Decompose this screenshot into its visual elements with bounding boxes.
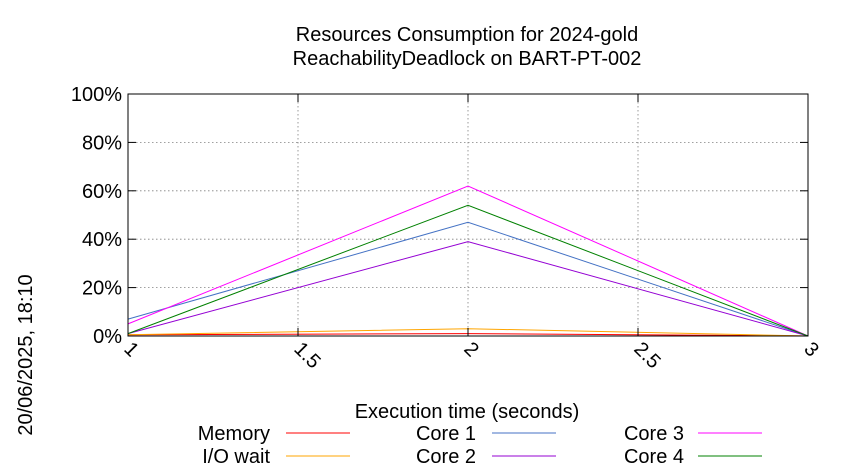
x-tick-label: 1 <box>119 338 142 361</box>
x-tick-label: 2 <box>459 338 482 361</box>
chart-title-line-1: Resources Consumption for 2024-gold <box>296 24 638 46</box>
y-tick-label: 60% <box>82 181 122 203</box>
legend-label-core-1: Core 1 <box>416 423 476 445</box>
y-tick-label: 40% <box>82 229 122 251</box>
chart-title-line-2: ReachabilityDeadlock on BART-PT-002 <box>293 48 642 70</box>
series-line-core-4 <box>127 204 809 337</box>
y-tick-label: 80% <box>82 132 122 154</box>
x-tick-label: 2.5 <box>629 338 664 373</box>
legend-label-i-o-wait: I/O wait <box>202 446 270 468</box>
series-line-core-3 <box>127 185 809 337</box>
timestamp: 20/06/2025, 18:10 <box>15 274 37 435</box>
grid <box>128 94 808 336</box>
legend-label-core-3: Core 3 <box>624 423 684 445</box>
y-tick-label: 0% <box>93 326 122 348</box>
y-tick-label: 20% <box>82 278 122 300</box>
x-tick-label: 1.5 <box>289 338 324 373</box>
series-lines <box>127 185 809 337</box>
legend-label-memory: Memory <box>198 423 270 445</box>
series-line-core-2 <box>127 241 809 337</box>
series-line-core-1 <box>127 221 809 337</box>
legend-label-core-2: Core 2 <box>416 446 476 468</box>
x-tick-label: 3 <box>799 338 822 361</box>
x-axis-label: Execution time (seconds) <box>355 401 580 423</box>
legend-label-core-4: Core 4 <box>624 446 684 468</box>
y-tick-label: 100% <box>71 84 122 106</box>
